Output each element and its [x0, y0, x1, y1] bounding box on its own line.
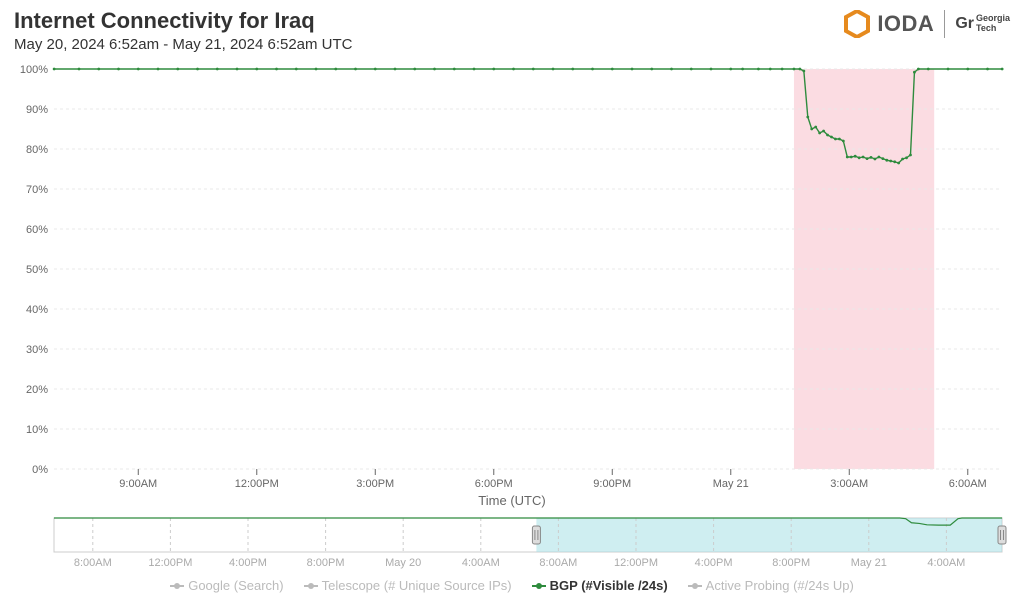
nav-tick-label: 4:00PM [229, 557, 267, 569]
nav-tick-label: 8:00PM [307, 557, 345, 569]
legend-item[interactable]: BGP (#Visible /24s) [532, 578, 668, 593]
y-tick-label: 60% [26, 224, 48, 236]
main-chart-container: 0% 10% 20% 30% 40% 50% 60% 70% 80% 90% 100% 9:00AM 1… [14, 61, 1010, 508]
x-tick-label: May 21 [713, 478, 749, 490]
georgia-tech-logo: Gr Georgia Tech [955, 14, 1010, 34]
x-tick-label: 3:00PM [356, 478, 394, 490]
gt-text: Georgia Tech [976, 14, 1010, 34]
nav-tick-label: 4:00AM [462, 557, 500, 569]
legend-label: BGP (#Visible /24s) [550, 578, 668, 593]
header: Internet Connectivity for Iraq May 20, 2… [0, 0, 1024, 53]
legend-item[interactable]: Active Probing (#/24s Up) [688, 578, 854, 593]
y-tick-label: 40% [26, 304, 48, 316]
x-tick-label: 6:00PM [475, 478, 513, 490]
legend-label: Telescope (# Unique Source IPs) [322, 578, 512, 593]
navigator-handle-right[interactable] [998, 526, 1006, 544]
ioda-logo: IODA [843, 10, 934, 38]
legend-label: Active Probing (#/24s Up) [706, 578, 854, 593]
nav-tick-label: 8:00AM [539, 557, 577, 569]
legend-marker-icon [170, 581, 184, 591]
page-title: Internet Connectivity for Iraq [14, 8, 353, 34]
ioda-text: IODA [877, 11, 934, 37]
legend-marker-icon [532, 581, 546, 591]
title-block: Internet Connectivity for Iraq May 20, 2… [14, 8, 353, 53]
nav-tick-label: May 21 [851, 557, 887, 569]
x-tick-label: 12:00PM [235, 478, 279, 490]
nav-tick-label: 4:00AM [927, 557, 965, 569]
x-tick-label: 6:00AM [949, 478, 987, 490]
ioda-hex-icon [843, 10, 871, 38]
logo-divider [944, 10, 945, 38]
nav-tick-label: 8:00PM [772, 557, 810, 569]
page-subtitle: May 20, 2024 6:52am - May 21, 2024 6:52a… [14, 36, 353, 53]
legend-marker-icon [304, 581, 318, 591]
nav-tick-label: 12:00PM [614, 557, 658, 569]
y-tick-label: 80% [26, 144, 48, 156]
legend-label: Google (Search) [188, 578, 283, 593]
legend-marker-icon [688, 581, 702, 591]
y-tick-label: 50% [26, 264, 48, 276]
main-chart[interactable]: 0% 10% 20% 30% 40% 50% 60% 70% 80% 90% 100% 9:00AM 1… [14, 61, 1010, 491]
navigator-selection [536, 518, 1002, 552]
y-tick-label: 10% [26, 424, 48, 436]
navigator-handle-left[interactable] [532, 526, 540, 544]
nav-tick-label: 12:00PM [148, 557, 192, 569]
gt-line2: Tech [976, 24, 1010, 34]
nav-tick-label: 8:00AM [74, 557, 112, 569]
x-tick-label: 3:00AM [830, 478, 868, 490]
y-tick-label: 0% [32, 464, 48, 476]
legend-item[interactable]: Google (Search) [170, 578, 283, 593]
nav-tick-label: 4:00PM [695, 557, 733, 569]
nav-tick-label: May 20 [385, 557, 421, 569]
y-tick-label: 90% [26, 104, 48, 116]
y-tick-label: 30% [26, 344, 48, 356]
legend-item[interactable]: Telescope (# Unique Source IPs) [304, 578, 512, 593]
x-tick-label: 9:00PM [593, 478, 631, 490]
logo-group: IODA Gr Georgia Tech [843, 8, 1010, 38]
y-tick-label: 100% [20, 64, 48, 76]
navigator-chart[interactable]: 8:00AM 12:00PM 4:00PM 8:00PM May 20 4:00AM 8:0… [14, 514, 1010, 574]
x-axis-label: Time (UTC) [14, 493, 1010, 508]
y-tick-label: 20% [26, 384, 48, 396]
x-tick-label: 9:00AM [119, 478, 157, 490]
legend: Google (Search) Telescope (# Unique Sourc… [0, 578, 1024, 594]
y-tick-label: 70% [26, 184, 48, 196]
gt-mark: Gr [955, 15, 974, 33]
